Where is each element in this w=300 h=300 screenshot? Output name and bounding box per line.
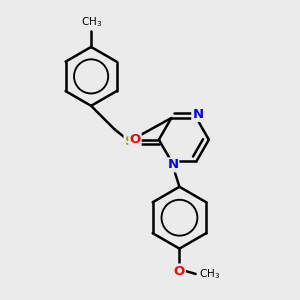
Text: N: N [192, 108, 203, 121]
Text: O: O [129, 133, 141, 146]
Text: N: N [167, 158, 178, 171]
Text: S: S [124, 135, 134, 148]
Text: O: O [174, 265, 185, 278]
Text: CH$_3$: CH$_3$ [80, 15, 102, 29]
Text: CH$_3$: CH$_3$ [199, 267, 220, 281]
